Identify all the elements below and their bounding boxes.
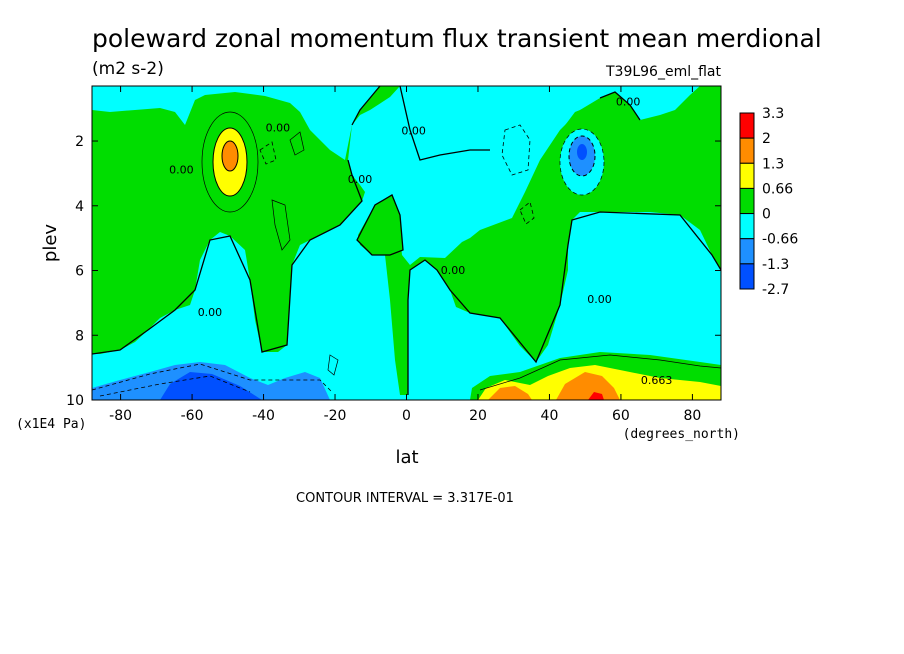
x-tick-label: -20 [324,408,347,424]
contour-label: 0.00 [348,173,373,186]
region-positive-northern-orange-a [488,386,532,400]
colorbar-swatch [739,137,755,164]
x-tick-label: 0 [402,408,411,424]
colorbar-tick-label: -2.7 [762,282,789,298]
region-negative-central [92,86,721,400]
colorbar-swatch [739,162,755,189]
contour-label: 0.00 [616,95,641,108]
colorbar-swatch [739,187,755,215]
colorbar-swatch [739,112,755,139]
colorbar-tick-label: -1.3 [762,257,789,273]
y-tick-label: 6 [75,264,84,280]
region-negative-small [440,200,456,218]
y-tick-label: 8 [75,328,84,344]
contour-label: 0.00 [401,125,426,138]
contour-label: 0.00 [198,306,223,319]
region-negative-upper-left [92,86,380,160]
x-axis-unit: (degrees_north) [623,427,740,442]
colorbar-tick-label: -0.66 [762,232,798,248]
contour-lines [92,86,721,395]
y-tick-label: 2 [75,134,84,150]
contour-label: 0.663 [641,374,673,387]
colorbar-swatch [739,263,755,290]
region-positive-island [357,195,403,255]
x-tick-label: -60 [181,408,204,424]
colorbar-swatch [739,238,755,265]
contour-interval: CONTOUR INTERVAL = 3.317E-01 [296,491,514,506]
y-axis-label: plev [40,224,61,263]
colorbar: 3.3 2 1.3 0.66 0 -0.66 -1.3 -2.7 [739,106,798,298]
y-axis-unit: (x1E4 Pa) [16,417,86,432]
colorbar-tick-label: 3.3 [762,106,784,122]
colorbar-tick-label: 2 [762,131,771,147]
chart-title: poleward zonal momentum flux transient m… [92,24,822,53]
x-tick-label: -40 [252,408,275,424]
region-positive-northern-red [588,392,604,400]
colorbar-swatch [739,213,755,240]
colorbar-tick-label: 0 [762,207,771,223]
region-positive-northern-orange-b [556,372,620,400]
run-label: T39L96_eml_flat [605,64,722,80]
colorbar-tick-label: 1.3 [762,156,784,172]
colorbar-tick-label: 0.66 [762,181,793,197]
y-tick-label: 4 [75,199,84,215]
plot-area [92,86,721,400]
x-tick-label: 40 [541,408,559,424]
region-negative-southern-core [160,372,262,400]
y-tick-label: 10 [66,393,84,409]
x-tick-label: -80 [109,408,132,424]
negative-contour-lines [92,124,535,397]
x-tick-label: 80 [683,408,701,424]
contour-label: 0.00 [441,264,466,277]
x-tick-label: 60 [612,408,630,424]
contour-label: 0.00 [587,293,612,306]
x-tick-label: 20 [469,408,487,424]
contour-labels: 0.00 0.00 0.00 0.00 0.00 0.00 0.00 0.00 0.663 [169,95,672,386]
positive-contour-lines [201,111,721,391]
contour-label: 0.00 [266,121,291,134]
region-negative-min-a-inner [577,144,587,160]
chart-subtitle-units: (m2 s-2) [92,59,164,79]
x-axis-label: lat [395,447,418,468]
y-axis-ticks: 2 4 6 8 10 [66,134,721,409]
contour-label: 0.00 [169,163,194,176]
x-axis-ticks: -80 -60 -40 -20 0 20 40 60 80 [109,86,701,424]
region-positive-max-a-core [221,140,239,172]
